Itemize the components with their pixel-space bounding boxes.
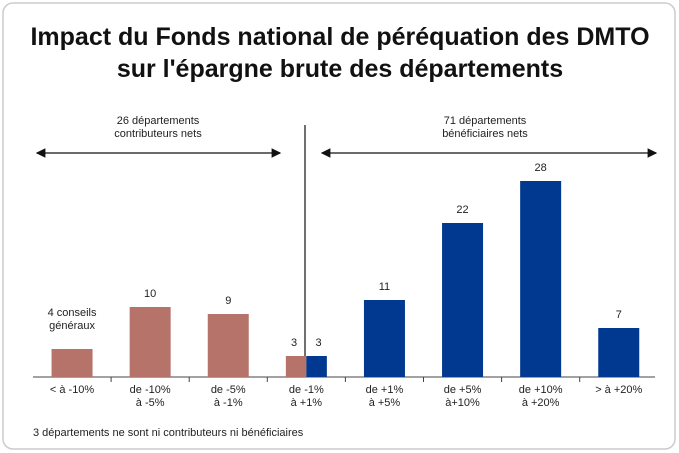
value-label: 9 — [225, 295, 231, 307]
x-tick-label: de -1% à +1% — [289, 384, 324, 409]
x-tick-label: de +5% à+10% — [444, 384, 482, 409]
x-tick-label: de +10% à +20% — [519, 384, 563, 409]
value-label: 7 — [616, 309, 622, 321]
footnote: 3 départements ne sont ni contributeurs … — [33, 427, 304, 439]
bar — [520, 181, 562, 377]
value-label: 3 — [291, 337, 297, 349]
x-tick-label: de -10% à -5% — [130, 384, 171, 409]
value-label: 11 — [379, 281, 390, 293]
x-tick-label: de +1% à +5% — [366, 384, 404, 409]
annotation: 26 départements contributeurs nets — [114, 115, 202, 140]
x-tick-label: > à +20% — [595, 384, 642, 396]
bar — [598, 328, 640, 377]
bar — [363, 300, 405, 377]
x-tick-label: < à -10% — [50, 384, 95, 396]
value-label: 3 — [316, 337, 322, 349]
x-tick-label: de -5% à -1% — [211, 384, 246, 409]
value-label: 22 — [456, 204, 468, 216]
bar — [442, 223, 484, 377]
value-label: 4 conseils généraux — [48, 307, 97, 332]
bar — [285, 356, 307, 377]
value-label: 10 — [144, 288, 156, 300]
bar — [306, 356, 327, 377]
value-label: 28 — [535, 162, 547, 174]
bar — [207, 314, 249, 377]
chart-title: Impact du Fonds national de péréquation … — [30, 23, 649, 83]
annotation: 71 départements bénéficiaires nets — [442, 115, 528, 140]
bar — [129, 307, 171, 377]
bar — [51, 349, 93, 377]
